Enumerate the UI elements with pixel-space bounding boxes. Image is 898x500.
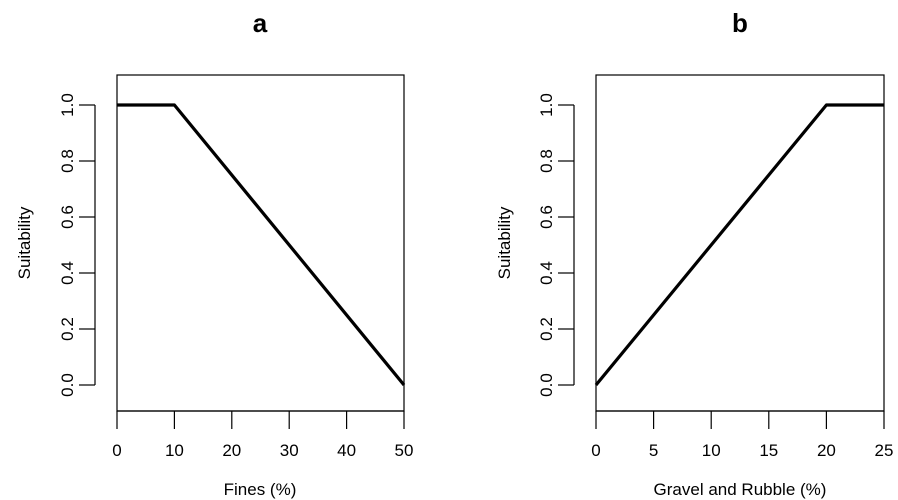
panel-a-x-tick-label: 20	[222, 441, 241, 460]
panel-a: a 0 10 20 30 40 50 0.0 0.2 0.4 0.6 0.8 1.0 Fines (…	[15, 8, 413, 499]
panel-a-x-tick-label: 10	[165, 441, 184, 460]
panel-a-x-tick-label: 30	[280, 441, 299, 460]
panel-b-y-tick-label: 0.2	[537, 317, 556, 341]
panel-b-x-tick-label: 0	[591, 441, 600, 460]
panel-a-series-line	[117, 103, 406, 387]
panel-a-x-axis-label: Fines (%)	[224, 480, 297, 499]
panel-b-y-axis: 0.0 0.2 0.4 0.6 0.8 1.0	[537, 93, 575, 397]
panel-a-x-tick-label: 40	[337, 441, 356, 460]
panel-b-y-tick-label: 0.4	[537, 261, 556, 285]
panel-b: b 0 5 10 15 20 25 0.0 0.2 0.4 0.6 0.8 1.0 Gravel a…	[495, 8, 893, 499]
panel-a-y-tick-label: 0.8	[58, 149, 77, 173]
panel-b-y-tick-label: 0.0	[537, 373, 556, 397]
panel-a-y-tick-label: 0.4	[58, 261, 77, 285]
panel-b-plot-frame	[595, 74, 885, 412]
panel-b-x-tick-label: 15	[759, 441, 778, 460]
panel-a-y-axis-label: Suitability	[15, 206, 34, 279]
panel-a-x-tick-label: 50	[395, 441, 414, 460]
panel-a-y-tick-label: 0.6	[58, 205, 77, 229]
panel-b-series-line	[594, 103, 884, 387]
panel-b-y-axis-label: Suitability	[495, 206, 514, 279]
panel-a-y-tick-label: 0.0	[58, 373, 77, 397]
panel-a-plot-frame	[116, 74, 405, 412]
panel-a-y-tick-label: 0.2	[58, 317, 77, 341]
panel-b-x-axis: 0 5 10 15 20 25	[591, 410, 894, 460]
panel-a-series	[117, 103, 406, 387]
panel-a-x-axis: 0 10 20 30 40 50	[112, 410, 414, 460]
panel-b-x-axis-label: Gravel and Rubble (%)	[654, 480, 827, 499]
panel-b-x-tick-label: 5	[649, 441, 658, 460]
panel-b-y-tick-label: 0.6	[537, 205, 556, 229]
panel-b-title: b	[732, 8, 748, 38]
panel-b-x-tick-label: 20	[817, 441, 836, 460]
panel-b-x-tick-label: 10	[702, 441, 721, 460]
panel-b-x-tick-label: 25	[875, 441, 894, 460]
panel-a-title: a	[253, 8, 268, 38]
panel-a-y-axis: 0.0 0.2 0.4 0.6 0.8 1.0	[58, 93, 96, 397]
panel-a-x-tick-label: 0	[112, 441, 121, 460]
panel-b-series	[594, 103, 884, 387]
panel-b-y-tick-label: 1.0	[537, 93, 556, 117]
panel-a-y-tick-label: 1.0	[58, 93, 77, 117]
panel-b-y-tick-label: 0.8	[537, 149, 556, 173]
